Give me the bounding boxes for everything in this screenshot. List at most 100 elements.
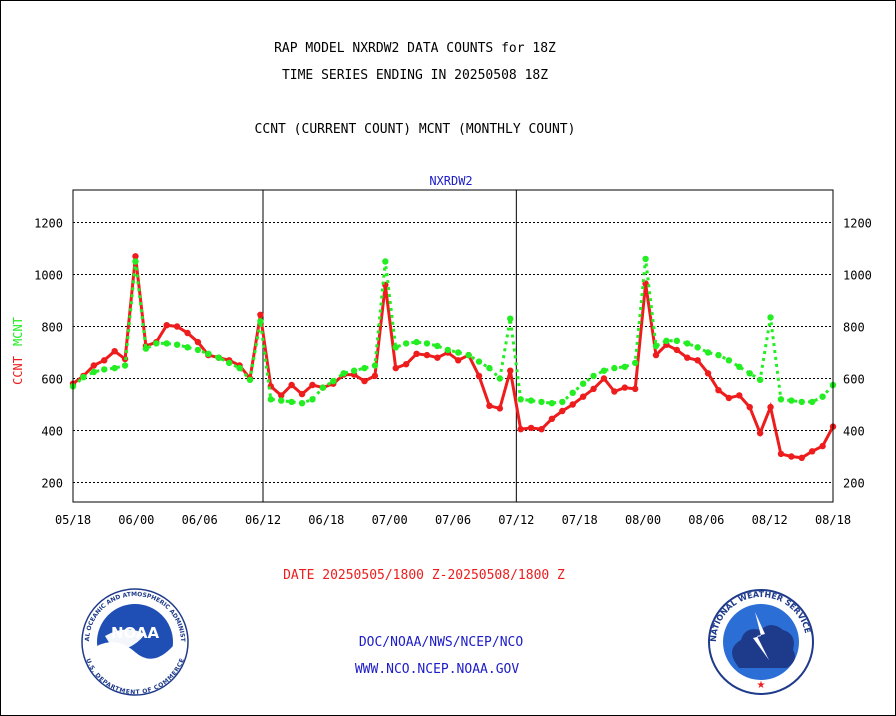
mcnt-data-point [538, 398, 545, 406]
ccnt-data-point [392, 364, 399, 372]
x-tick-label: 06/12 [245, 513, 281, 527]
mcnt-data-point [413, 338, 420, 346]
mcnt-data-point [194, 346, 202, 354]
y-axis-label-ccnt: CCNT [11, 356, 25, 385]
y-tick-label-right: 800 [843, 321, 865, 335]
mcnt-data-point [163, 340, 170, 347]
y-axis-label-group: CCNT MCNT [11, 317, 25, 385]
mcnt-series-line [72, 258, 835, 405]
mcnt-data-point [309, 396, 316, 403]
y-tick-label-left: 600 [41, 373, 63, 387]
mcnt-data-point [684, 340, 691, 347]
panel-title: NXRDW2 [429, 174, 472, 188]
mcnt-data-point [402, 340, 410, 347]
mcnt-data-point [298, 400, 306, 407]
ccnt-data-point [194, 338, 202, 346]
x-tick-label: 07/00 [372, 513, 408, 527]
series-layer [69, 253, 837, 461]
mcnt-data-point [184, 344, 191, 351]
chart-subtitle: CCNT (CURRENT COUNT) MCNT (MONTHLY COUNT… [255, 122, 576, 137]
chart-title-line1: RAP MODEL NXRDW2 DATA COUNTS for 18Z [274, 41, 556, 56]
mcnt-data-point [90, 368, 98, 376]
ccnt-data-point [600, 375, 608, 382]
y-tick-label-left: 1200 [34, 217, 63, 231]
mcnt-data-point [559, 398, 566, 406]
plot-border [72, 189, 834, 503]
ccnt-data-point [423, 351, 431, 359]
ccnt-data-point [309, 381, 316, 389]
mcnt-data-point [444, 346, 451, 354]
ccnt-data-point [486, 402, 493, 409]
ccnt-data-point [652, 351, 660, 359]
mcnt-data-point [517, 396, 524, 403]
mcnt-data-point [101, 366, 108, 373]
mcnt-data-point [267, 396, 275, 403]
y-tick-label-left: 200 [41, 477, 63, 491]
mcnt-data-point [642, 255, 649, 263]
ccnt-data-point [673, 346, 681, 354]
y-tick-label-right: 600 [843, 373, 865, 387]
x-tick-label: 06/18 [308, 513, 344, 527]
mcnt-data-point [673, 337, 681, 344]
ccnt-data-point [132, 253, 139, 260]
mcnt-data-point [798, 398, 805, 406]
ccnt-data-point [756, 429, 764, 437]
ccnt-data-point [507, 367, 514, 374]
x-tick-label: 06/00 [118, 513, 154, 527]
mcnt-data-point [527, 397, 535, 404]
y-tick-label-left: 800 [41, 321, 63, 335]
ccnt-data-point [475, 372, 483, 380]
mcnt-data-point [704, 349, 712, 356]
mcnt-data-point [278, 397, 285, 404]
ccnt-data-point [611, 388, 618, 395]
nws-logo: NATIONAL WEATHER SERVICE ★ [708, 589, 814, 695]
mcnt-data-point [600, 367, 608, 374]
ccnt-data-point [496, 405, 504, 412]
mcnt-data-point [205, 350, 212, 357]
mcnt-data-point [725, 357, 733, 364]
ccnt-data-point [621, 384, 628, 391]
mcnt-data-point [319, 384, 327, 391]
mcnt-data-point [767, 314, 774, 321]
ccnt-data-point [767, 403, 774, 411]
mcnt-data-point [579, 380, 587, 387]
mcnt-data-point [371, 362, 379, 369]
x-tick-label: 08/12 [752, 513, 788, 527]
date-range-label: DATE 20250505/1800 Z-20250508/1800 Z [283, 568, 565, 583]
nws-star-icon: ★ [757, 680, 766, 691]
mcnt-data-point [246, 376, 254, 383]
mcnt-data-point [548, 400, 556, 407]
mcnt-data-point [257, 318, 264, 325]
mcnt-data-point [621, 363, 628, 370]
ccnt-data-point [517, 426, 524, 433]
mcnt-data-point [423, 340, 431, 347]
chart-title-line2: TIME SERIES ENDING IN 20250508 18Z [282, 68, 548, 83]
ccnt-data-point [434, 354, 441, 361]
noaa-logo-text: NOAA [111, 624, 160, 642]
ccnt-data-point [590, 385, 597, 393]
mcnt-data-point [225, 359, 233, 367]
ccnt-data-point [715, 387, 722, 394]
ccnt-data-point [173, 323, 181, 330]
y-tick-label-left: 400 [41, 425, 63, 439]
mcnt-data-point [663, 337, 670, 344]
ccnt-data-point [808, 448, 816, 455]
y-axis-label-mcnt: MCNT [11, 317, 25, 346]
x-tick-label: 08/06 [688, 513, 724, 527]
mcnt-data-point [340, 370, 347, 377]
mcnt-data-point [694, 344, 701, 351]
y-tick-label-left: 1000 [34, 269, 63, 283]
ccnt-data-point [361, 377, 368, 385]
ccnt-data-point [298, 390, 306, 398]
mcnt-data-point [808, 398, 816, 406]
mcnt-data-point [330, 377, 337, 385]
ccnt-data-point [402, 361, 410, 368]
ccnt-data-point [413, 350, 420, 357]
mcnt-data-point [736, 363, 743, 370]
footer-url[interactable]: WWW.NCO.NCEP.NOAA.GOV [355, 662, 520, 677]
ccnt-data-point [788, 453, 795, 460]
ccnt-data-point [527, 424, 535, 432]
ccnt-data-point [725, 394, 733, 402]
mcnt-data-point [465, 351, 472, 359]
